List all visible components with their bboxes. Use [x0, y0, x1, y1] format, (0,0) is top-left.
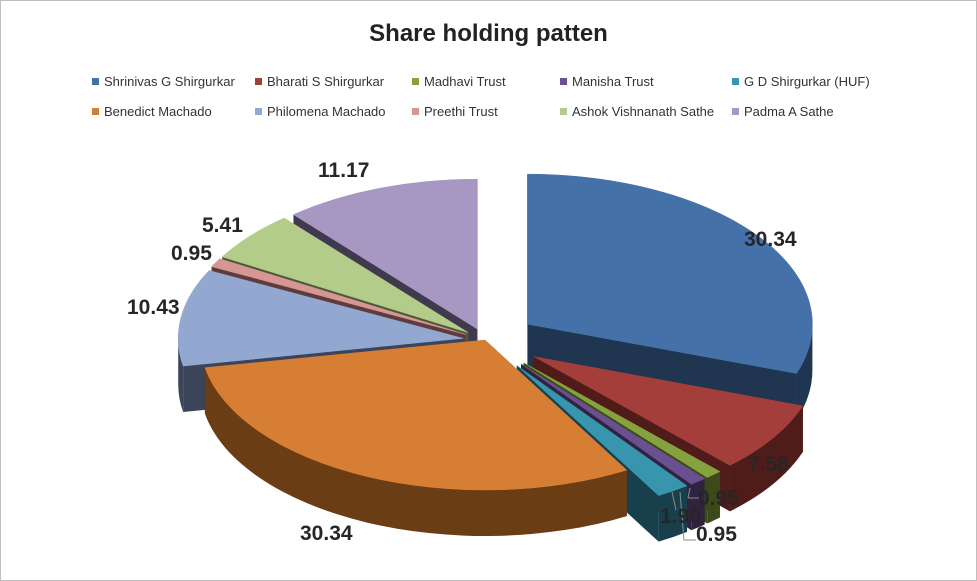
pie-slice: [177, 270, 464, 367]
data-label: 0.95: [698, 487, 739, 510]
legend-label: Shrinivas G Shirgurkar: [104, 74, 235, 89]
legend-label: Ashok Vishnanath Sathe: [572, 104, 715, 119]
data-label: 30.34: [744, 228, 797, 251]
legend-item: Padma A Sathe: [732, 104, 834, 119]
legend-item: Ashok Vishnanath Sathe: [560, 104, 714, 119]
data-label: 30.34: [300, 522, 353, 545]
slice-side: [178, 338, 184, 413]
chart-title: Share holding patten: [369, 20, 608, 47]
legend-label: Benedict Machado: [104, 104, 212, 119]
pie-slice: [520, 363, 706, 485]
slice-side: [729, 405, 803, 512]
slice-side: [204, 367, 627, 536]
leader-line: [679, 491, 696, 541]
legend-label: Padma A Sathe: [744, 104, 834, 119]
slice-side: [796, 324, 813, 420]
pie-slice: [204, 339, 628, 491]
legend-label: Manisha Trust: [572, 74, 654, 89]
pie-slice: [292, 178, 478, 330]
legend-item: Benedict Machado: [92, 104, 212, 119]
pie-slices: [177, 173, 813, 496]
legend-swatch: [560, 108, 567, 116]
legend-label: G D Shirgurkar (HUF): [744, 74, 870, 89]
pie-slice: [523, 362, 721, 478]
legend-swatch: [732, 78, 739, 86]
legend-swatch: [255, 108, 262, 116]
legend-item: Madhavi Trust: [412, 74, 506, 89]
legend-swatch: [92, 78, 99, 86]
legend-swatch: [92, 108, 99, 116]
pie-slice: [211, 258, 466, 335]
legend-swatch: [560, 78, 567, 86]
legend-item: Philomena Machado: [255, 104, 386, 119]
legend-swatch: [255, 78, 262, 86]
data-label: 7.58: [748, 453, 789, 476]
legend-item: Manisha Trust: [560, 74, 654, 89]
slice-side: [707, 471, 720, 524]
leader-lines: [671, 487, 700, 541]
leader-line: [671, 491, 677, 511]
legend-label: Philomena Machado: [267, 104, 386, 119]
data-label: 10.43: [127, 296, 180, 319]
slice-side: [691, 478, 705, 531]
data-label: 11.17: [318, 159, 369, 182]
legend-swatch: [412, 78, 419, 86]
data-labels: 30.347.580.950.951.9030.3410.430.955.411…: [127, 159, 797, 546]
legend-label: Preethi Trust: [424, 104, 498, 119]
data-label: 5.41: [202, 214, 243, 237]
legend-item: Shrinivas G Shirgurkar: [92, 74, 235, 89]
pie-slice: [533, 356, 804, 466]
data-label: 1.90: [660, 505, 701, 528]
legend-swatch: [732, 108, 739, 116]
legend-swatch: [412, 108, 419, 116]
pie-slice: [221, 217, 469, 333]
legend-item: Preethi Trust: [412, 104, 498, 119]
pie-slice: [527, 173, 813, 374]
slice-side: [658, 485, 688, 542]
legend-label: Bharati S Shirgurkar: [267, 74, 385, 89]
data-label: 0.95: [696, 523, 737, 546]
legend-item: Bharati S Shirgurkar: [255, 74, 384, 89]
leader-line: [687, 487, 700, 499]
legend-label: Madhavi Trust: [424, 74, 506, 89]
legend-item: G D Shirgurkar (HUF): [732, 74, 870, 89]
pie-slice: [516, 365, 688, 496]
data-label: 0.95: [171, 242, 212, 265]
